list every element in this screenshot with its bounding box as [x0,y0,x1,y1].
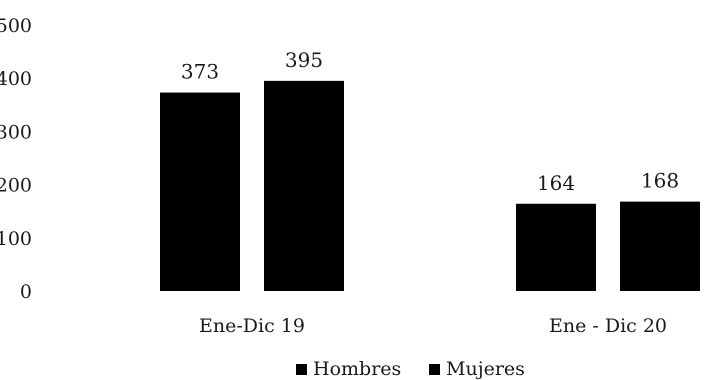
legend: Hombres Mujeres [296,358,525,380]
bar-hombres [516,203,596,291]
bar-mujeres [264,80,344,291]
bar-series-group [160,80,700,292]
bar-hombres [160,92,240,292]
y-axis: 0 100 200 300 400 500 [0,15,32,303]
y-tick-label: 100 [0,228,32,250]
legend-swatch-hombres [296,364,307,375]
y-tick-label: 300 [0,121,32,143]
x-axis: Ene-Dic 19 Ene - Dic 20 [199,315,667,337]
y-tick-label: 400 [0,68,32,90]
x-category-label: Ene - Dic 20 [549,315,667,337]
data-label-mujeres: 168 [641,169,679,193]
data-label-hombres: 373 [181,60,219,84]
legend-swatch-mujeres [429,364,440,375]
data-label-mujeres: 395 [285,48,323,72]
bar-mujeres [620,201,700,291]
x-category-label: Ene-Dic 19 [199,315,305,337]
legend-label-hombres: Hombres [313,358,401,380]
y-tick-label: 500 [0,15,32,37]
y-tick-label: 0 [20,281,32,303]
data-label-hombres: 164 [537,171,575,195]
legend-label-mujeres: Mujeres [446,358,525,380]
data-label-group: 373 395 164 168 [181,48,679,195]
y-tick-label: 200 [0,175,32,197]
